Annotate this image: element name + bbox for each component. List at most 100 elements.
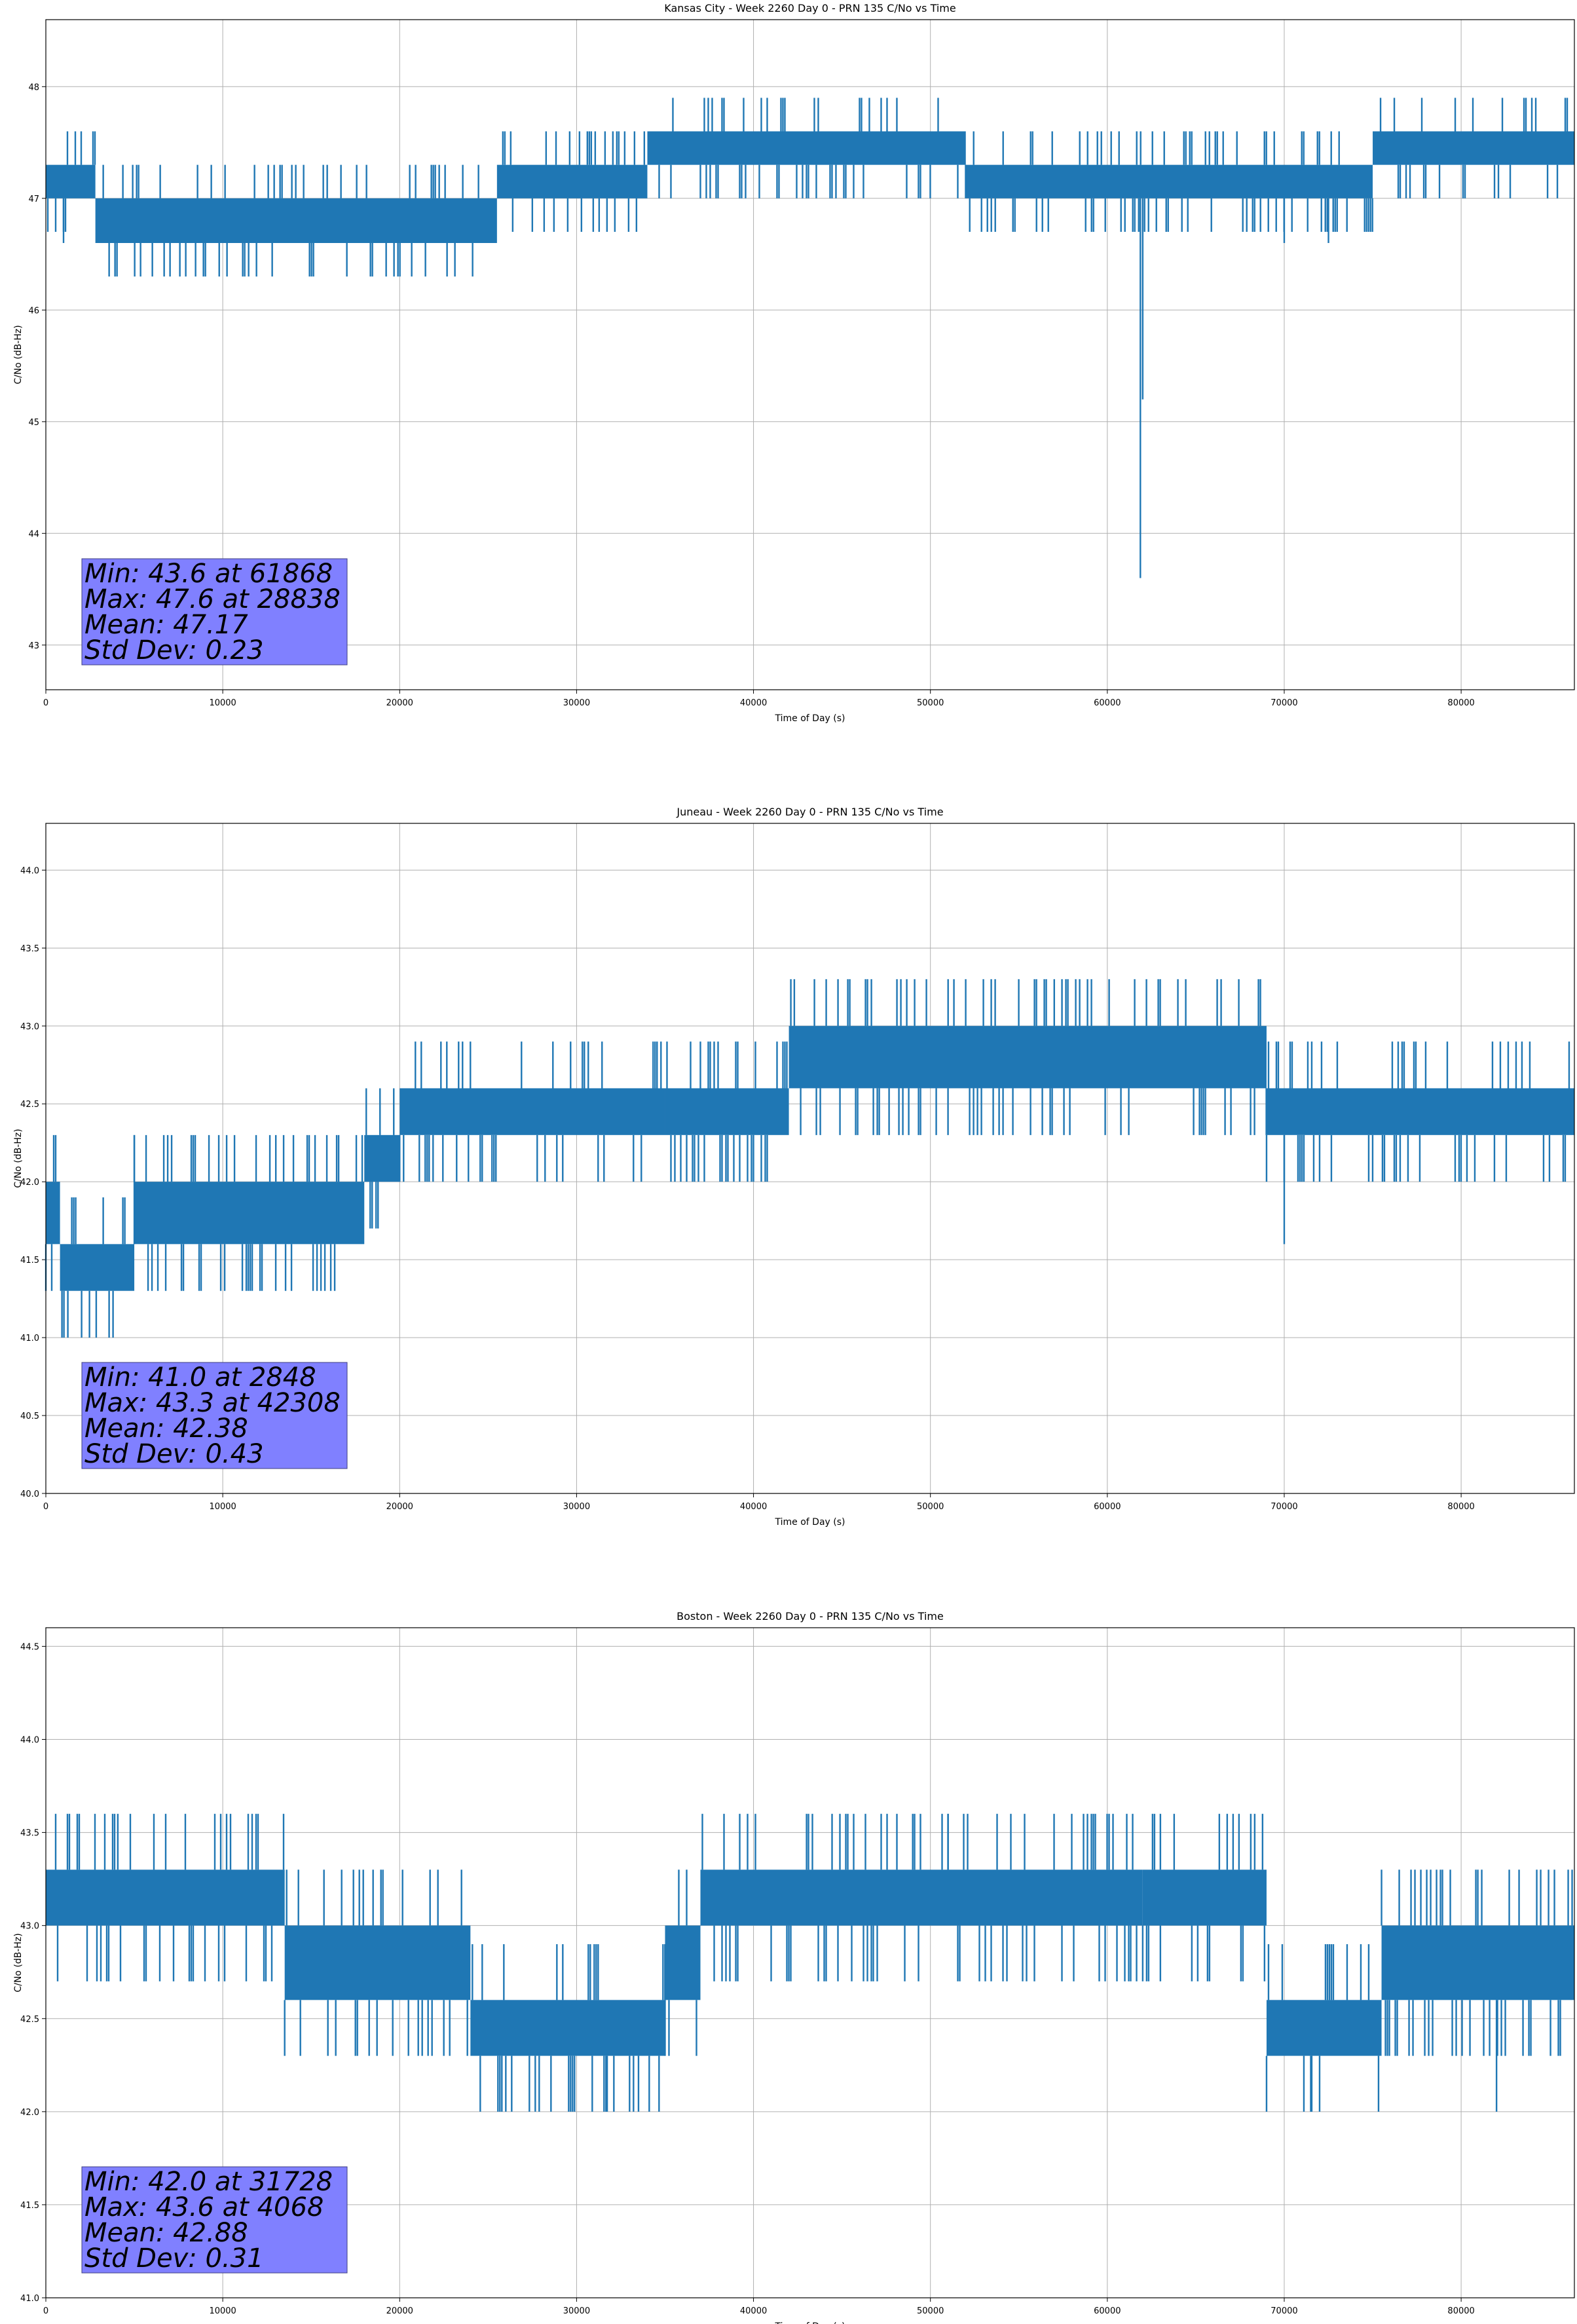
x-tick-label: 70000: [1271, 1502, 1297, 1512]
stats-line3: Mean: 47.17: [84, 610, 248, 640]
series-band: [647, 98, 967, 198]
series-band: [95, 164, 497, 277]
chart-title: Boston - Week 2260 Day 0 - PRN 135 C/No …: [677, 1610, 944, 1622]
x-tick-label: 30000: [563, 2306, 590, 2316]
y-tick-label: 44.0: [20, 866, 39, 876]
series-band: [1373, 98, 1574, 198]
stats-line4: Std Dev: 0.23: [84, 635, 264, 665]
x-tick-label: 80000: [1447, 1502, 1474, 1512]
x-tick-label: 60000: [1094, 1502, 1121, 1512]
y-tick-label: 43.0: [20, 1922, 39, 1932]
y-tick-label: 41.5: [20, 1256, 39, 1265]
x-axis-label: Time of Day (s): [775, 713, 845, 724]
x-tick-label: 20000: [386, 2306, 413, 2316]
stats-line3: Mean: 42.38: [84, 1414, 248, 1444]
x-tick-label: 30000: [563, 1502, 590, 1512]
chart-panel-2: Juneau - Week 2260 Day 0 - PRN 135 C/No …: [13, 806, 1575, 1527]
series-band: [60, 1197, 135, 1338]
series-band: [965, 131, 1373, 232]
stats-line1: Min: 41.0 at 2848: [84, 1362, 316, 1393]
chart-title: Juneau - Week 2260 Day 0 - PRN 135 C/No …: [676, 806, 943, 818]
y-tick-label: 40.5: [20, 1412, 39, 1421]
series-band: [46, 1814, 285, 1981]
series-band-core: [965, 164, 1373, 198]
chart-panel-1: Kansas City - Week 2260 Day 0 - PRN 135 …: [13, 2, 1575, 724]
series-band-core: [647, 131, 966, 165]
stats-line2: Max: 43.6 at 4068: [84, 2192, 324, 2222]
stats-line1: Min: 42.0 at 31728: [84, 2167, 333, 2197]
series-band: [133, 1134, 365, 1291]
series-band-core: [788, 1026, 1267, 1089]
y-tick-label: 42.0: [20, 2108, 39, 2118]
y-tick-label: 44.5: [20, 1642, 39, 1652]
y-axis-label: C/No (dB-Hz): [13, 1129, 24, 1188]
y-tick-label: 41.0: [20, 2294, 39, 2304]
series-band: [1381, 1869, 1574, 2056]
series-band: [284, 1869, 471, 2056]
x-tick-label: 30000: [563, 698, 590, 708]
series-band-core: [1142, 1869, 1267, 1926]
x-tick-label: 20000: [386, 1502, 413, 1512]
x-tick-label: 40000: [740, 2306, 767, 2316]
y-tick-label: 45: [28, 418, 39, 428]
series-band-core: [665, 1088, 789, 1135]
y-tick-label: 41.5: [20, 2201, 39, 2211]
x-tick-label: 0: [43, 1502, 48, 1512]
stats-box-background: [81, 1362, 348, 1469]
stats-line3: Mean: 42.88: [84, 2218, 248, 2248]
x-tick-label: 10000: [209, 698, 236, 708]
y-tick-label: 44: [28, 529, 39, 539]
y-tick-label: 42.5: [20, 1100, 39, 1110]
series-band-core: [1266, 2000, 1382, 2056]
x-tick-label: 70000: [1271, 2306, 1297, 2316]
x-tick-label: 70000: [1271, 698, 1297, 708]
x-tick-label: 40000: [740, 698, 767, 708]
series-band: [470, 1944, 666, 2112]
series-band: [45, 1134, 60, 1291]
series-band-core: [399, 1088, 665, 1135]
series-band: [1265, 1041, 1574, 1182]
series-band-core: [284, 1925, 471, 2000]
y-tick-label: 40.0: [20, 1490, 39, 1499]
stats-line2: Max: 43.3 at 42308: [84, 1388, 341, 1418]
series-band-core: [134, 1182, 365, 1245]
y-tick-label: 47: [28, 195, 39, 204]
y-tick-label: 46: [28, 306, 39, 316]
series-band-core: [1373, 131, 1574, 165]
x-tick-label: 20000: [386, 698, 413, 708]
y-axis-label: C/No (dB-Hz): [13, 1933, 24, 1992]
y-tick-label: 44.0: [20, 1736, 39, 1746]
y-axis-label: C/No (dB-Hz): [13, 325, 24, 384]
chart-panel-3: Boston - Week 2260 Day 0 - PRN 135 C/No …: [13, 1610, 1575, 2324]
series-line: [45, 979, 1574, 1338]
series-band: [664, 1869, 701, 2056]
series-band-core: [46, 164, 96, 198]
y-tick-label: 48: [28, 83, 39, 92]
y-tick-label: 43.5: [20, 944, 39, 954]
x-tick-label: 80000: [1447, 698, 1474, 708]
stats-line1: Min: 43.6 at 61868: [84, 559, 333, 589]
series-line: [46, 98, 1574, 578]
series-band-core: [46, 1182, 60, 1245]
stats-box-background: [81, 2166, 348, 2274]
x-tick-label: 80000: [1447, 2306, 1474, 2316]
stats-line4: Std Dev: 0.31: [84, 2243, 264, 2274]
series-band: [496, 131, 648, 232]
series-band: [665, 1041, 789, 1182]
y-tick-label: 41.0: [20, 1334, 39, 1343]
stats-line2: Max: 47.6 at 28838: [84, 584, 341, 614]
x-tick-label: 40000: [740, 1502, 767, 1512]
series-band: [700, 1814, 1143, 1981]
x-tick-label: 50000: [917, 2306, 944, 2316]
stats-line4: Std Dev: 0.43: [84, 1439, 264, 1469]
series-band-core: [700, 1869, 1143, 1926]
x-tick-label: 10000: [209, 2306, 236, 2316]
chart-title: Kansas City - Week 2260 Day 0 - PRN 135 …: [664, 2, 955, 14]
series-band: [364, 1088, 400, 1229]
x-tick-label: 0: [43, 698, 48, 708]
series-line: [46, 1814, 1574, 2112]
plot-frame: [45, 19, 1575, 690]
